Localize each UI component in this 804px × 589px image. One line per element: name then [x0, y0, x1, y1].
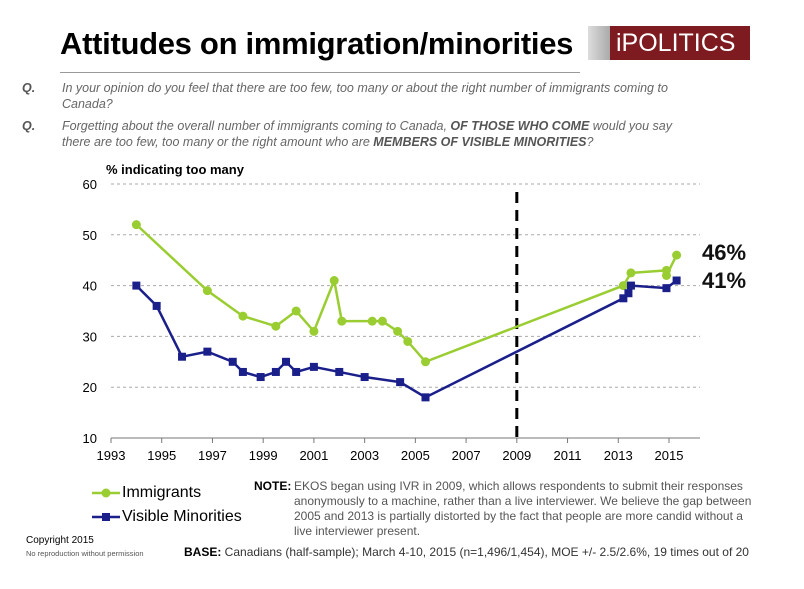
data-point — [403, 336, 413, 346]
ipolitics-logo: iPOLITICS — [588, 26, 750, 60]
data-point — [624, 289, 633, 298]
legend-item-immigrants: Immigrants — [92, 481, 242, 505]
data-point — [618, 281, 628, 291]
question-2: Q. Forgetting about the overall number of… — [22, 118, 702, 150]
data-point — [661, 270, 671, 280]
data-point — [152, 301, 161, 310]
question-text: In your opinion do you feel that there a… — [62, 81, 668, 111]
circle-marker-icon — [92, 488, 120, 498]
x-tick-label: 2007 — [452, 448, 481, 463]
question-label: Q. — [22, 119, 36, 133]
data-point — [672, 250, 682, 260]
data-point — [337, 316, 347, 326]
data-point — [662, 284, 671, 293]
question-label: Q. — [22, 81, 36, 95]
y-tick-label: 30 — [83, 329, 97, 344]
data-point — [271, 321, 281, 331]
legend-label: Immigrants — [122, 484, 202, 501]
x-tick-label: 1997 — [198, 448, 227, 463]
note-label: NOTE: — [254, 479, 292, 493]
note-text: EKOS began using IVR in 2009, which allo… — [294, 479, 752, 538]
data-point — [228, 357, 237, 366]
data-point — [335, 367, 344, 376]
data-point — [309, 326, 319, 336]
data-point — [291, 306, 301, 316]
data-point — [393, 326, 403, 336]
data-point — [202, 286, 212, 296]
data-point — [626, 268, 636, 278]
data-point — [672, 276, 681, 285]
x-tick-label: 1993 — [97, 448, 126, 463]
x-tick-label: 2009 — [502, 448, 531, 463]
x-tick-label: 1999 — [249, 448, 278, 463]
immigrants-end-label: 46% — [702, 240, 747, 265]
question-text: MEMBERS OF VISIBLE MINORITIES — [373, 135, 587, 149]
x-tick-label: 2001 — [299, 448, 328, 463]
y-tick-label: 60 — [83, 177, 97, 192]
data-point — [271, 367, 280, 376]
data-point — [396, 378, 405, 387]
x-tick-label: 2003 — [350, 448, 379, 463]
question-text: Forgetting about the overall number of i… — [62, 119, 451, 133]
logo-text: iPOLITICS — [610, 26, 750, 60]
copyright: Copyright 2015 — [26, 535, 94, 546]
square-marker-icon — [92, 513, 120, 521]
base-note: BASE: Canadians (half-sample); March 4-1… — [184, 545, 749, 559]
data-point — [132, 281, 141, 290]
deer-emblem-icon — [588, 26, 610, 60]
y-tick-label: 50 — [83, 228, 97, 243]
x-tick-label: 2011 — [554, 448, 582, 463]
data-point — [360, 373, 369, 382]
note: NOTE: EKOS began using IVR in 2009, whic… — [254, 479, 754, 539]
data-point — [626, 281, 635, 290]
x-tick-label: 1995 — [147, 448, 176, 463]
question-1: Q. In your opinion do you feel that there… — [22, 80, 702, 112]
data-point — [619, 294, 628, 303]
y-tick-label: 10 — [83, 431, 97, 446]
question-text: would you say there are too few, too man… — [62, 119, 672, 149]
legend: Immigrants Visible Minorities — [92, 481, 242, 529]
data-point — [238, 311, 248, 321]
permission-note: No reproduction without permission — [26, 549, 144, 558]
data-point — [309, 362, 318, 371]
question-text: ? — [586, 135, 594, 149]
data-point — [131, 220, 141, 230]
base-text: Canadians (half-sample); March 4-10, 201… — [221, 545, 749, 559]
y-axis-label: % indicating too many — [106, 162, 244, 177]
visible-minorities-end-label: 41% — [702, 268, 747, 293]
x-tick-label: 2013 — [604, 448, 633, 463]
data-point — [178, 352, 187, 361]
question-text: OF THOSE WHO COME — [450, 119, 590, 133]
legend-label: Visible Minorities — [122, 508, 242, 525]
data-point — [377, 316, 387, 326]
data-point — [292, 367, 301, 376]
y-tick-label: 20 — [83, 380, 97, 395]
data-point — [367, 316, 377, 326]
x-tick-label: 2005 — [401, 448, 430, 463]
base-label: BASE: — [184, 545, 222, 559]
data-point — [421, 357, 431, 367]
data-point — [421, 393, 430, 402]
data-point — [256, 373, 265, 382]
data-point — [329, 276, 339, 286]
x-tick-label: 2015 — [655, 448, 684, 463]
data-point — [282, 357, 291, 366]
series-line — [135, 223, 678, 364]
data-point — [203, 347, 212, 356]
y-tick-label: 40 — [83, 279, 97, 294]
legend-item-visible-minorities: Visible Minorities — [92, 505, 242, 529]
title-divider — [60, 72, 580, 73]
page-title: Attitudes on immigration/minorities — [60, 26, 574, 61]
data-point — [238, 367, 247, 376]
